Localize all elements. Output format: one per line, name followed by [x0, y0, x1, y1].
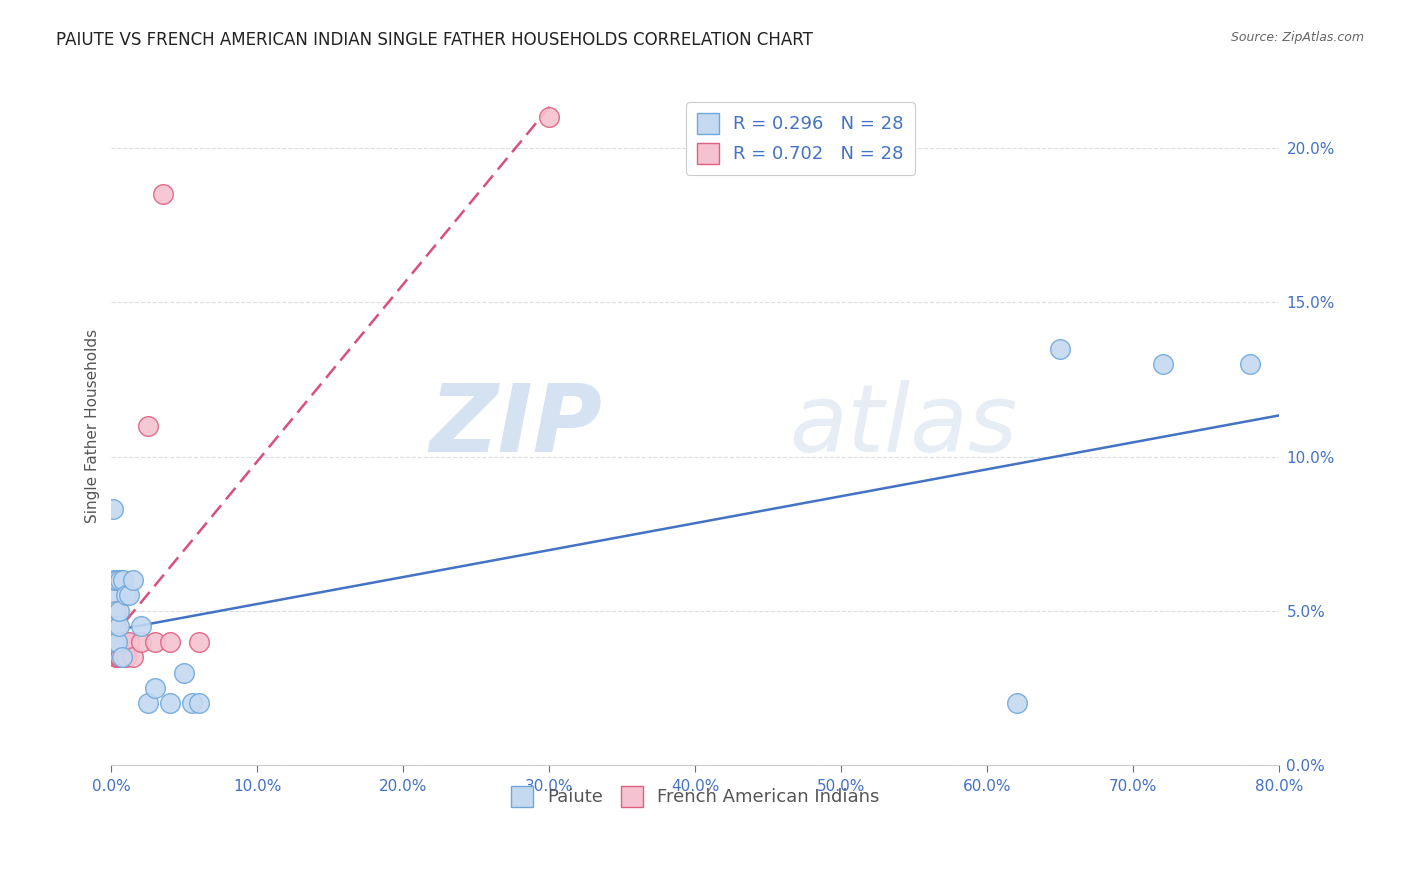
Point [104, 604, 127, 618]
Point [1005, 697, 1028, 711]
Y-axis label: Single Father Households: Single Father Households [86, 329, 100, 523]
Point [105, 573, 128, 587]
Point [538, 110, 561, 124]
Point [129, 619, 152, 633]
Point [107, 650, 129, 665]
Point [118, 589, 141, 603]
Point [115, 650, 138, 665]
Point [129, 634, 152, 648]
Point [101, 619, 124, 633]
Point [104, 634, 127, 648]
Point [115, 589, 138, 603]
Point [105, 634, 128, 648]
Point [143, 634, 166, 648]
Point [173, 665, 195, 680]
Point [159, 634, 181, 648]
Point [104, 650, 127, 665]
Point [101, 502, 124, 516]
Point [104, 619, 127, 633]
Point [105, 634, 128, 648]
Point [103, 589, 125, 603]
Point [108, 650, 131, 665]
Point [152, 187, 174, 202]
Point [105, 650, 128, 665]
Text: atlas: atlas [789, 380, 1017, 471]
Point [101, 634, 124, 648]
Point [101, 619, 124, 633]
Point [122, 573, 145, 587]
Legend: Paiute, French American Indians: Paiute, French American Indians [503, 779, 887, 814]
Point [107, 634, 129, 648]
Point [112, 650, 135, 665]
Point [103, 634, 125, 648]
Point [180, 697, 202, 711]
Point [104, 619, 127, 633]
Point [188, 697, 211, 711]
Point [103, 573, 125, 587]
Point [136, 697, 159, 711]
Point [1049, 342, 1071, 356]
Text: ZIP: ZIP [429, 380, 602, 472]
Point [107, 619, 129, 633]
Text: Source: ZipAtlas.com: Source: ZipAtlas.com [1230, 31, 1364, 45]
Point [136, 418, 159, 433]
Point [111, 634, 134, 648]
Point [1239, 357, 1261, 371]
Point [159, 697, 181, 711]
Point [104, 634, 127, 648]
Point [108, 573, 131, 587]
Point [103, 619, 125, 633]
Point [107, 604, 129, 618]
Point [118, 634, 141, 648]
Point [114, 634, 136, 648]
Point [112, 573, 135, 587]
Text: PAIUTE VS FRENCH AMERICAN INDIAN SINGLE FATHER HOUSEHOLDS CORRELATION CHART: PAIUTE VS FRENCH AMERICAN INDIAN SINGLE … [56, 31, 813, 49]
Point [122, 650, 145, 665]
Point [101, 604, 124, 618]
Point [103, 634, 125, 648]
Point [1152, 357, 1174, 371]
Point [188, 634, 211, 648]
Point [103, 604, 125, 618]
Point [143, 681, 166, 695]
Point [111, 650, 134, 665]
